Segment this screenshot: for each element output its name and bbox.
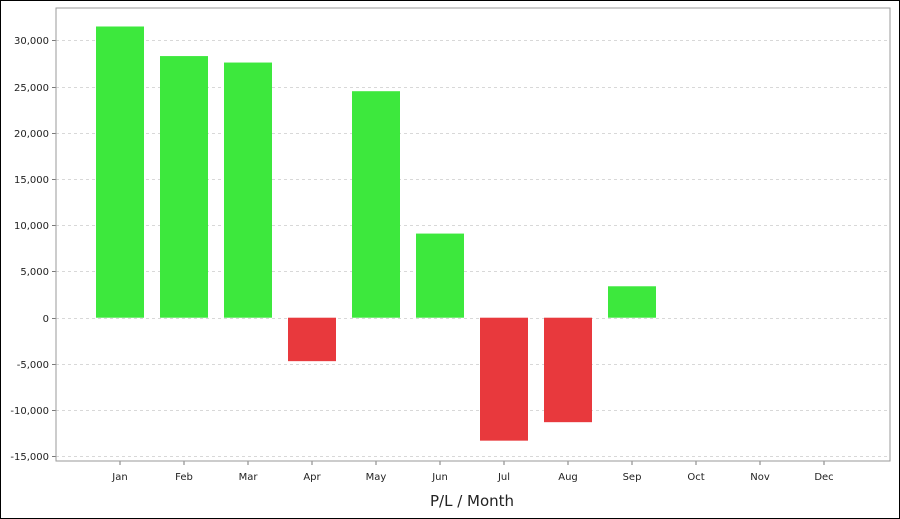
x-tick-label: Aug [558, 472, 578, 483]
x-axis: Jan Feb Mar Apr May Jun Jul Aug Sep Oct Nov Dec [111, 461, 834, 483]
bar-feb [160, 56, 208, 318]
bar-mar [224, 62, 272, 318]
y-axis: -15,000 -10,000 -5,000 0 5,000 10,000 15,000 20… [10, 36, 56, 463]
x-tick-label: Apr [303, 472, 321, 483]
y-tick-label: 15,000 [14, 175, 49, 186]
x-tick-label: Oct [687, 472, 704, 483]
bar-apr [288, 317, 336, 362]
x-tick-label: Mar [239, 472, 259, 483]
y-tick-label: -10,000 [10, 406, 49, 417]
y-tick-label: 5,000 [20, 267, 49, 278]
y-tick-label: -15,000 [10, 452, 49, 463]
bars [96, 26, 656, 441]
x-tick-label: Jul [497, 472, 510, 483]
plot-border [55, 7, 891, 462]
x-tick-label: Jan [111, 472, 127, 483]
x-tick-label: Dec [814, 472, 833, 483]
x-tick-label: Feb [175, 472, 193, 483]
x-tick-label: Nov [750, 472, 770, 483]
y-tick-label: -5,000 [17, 360, 49, 371]
x-tick-label: Jun [431, 472, 448, 483]
x-tick-label: Sep [623, 472, 642, 483]
bar-may [352, 91, 400, 318]
y-tick-label: 30,000 [14, 36, 49, 47]
y-tick-label: 0 [43, 314, 49, 325]
x-tick-label: May [366, 472, 387, 483]
bar-jan [96, 26, 144, 318]
y-tick-label: 25,000 [14, 83, 49, 94]
x-axis-title: P/L / Month [430, 492, 514, 510]
bar-jun [416, 233, 464, 318]
y-tick-label: 10,000 [14, 221, 49, 232]
bar-sep [608, 286, 656, 318]
bar-aug [544, 317, 592, 423]
bar-jul [480, 317, 528, 441]
y-tick-label: 20,000 [14, 129, 49, 140]
